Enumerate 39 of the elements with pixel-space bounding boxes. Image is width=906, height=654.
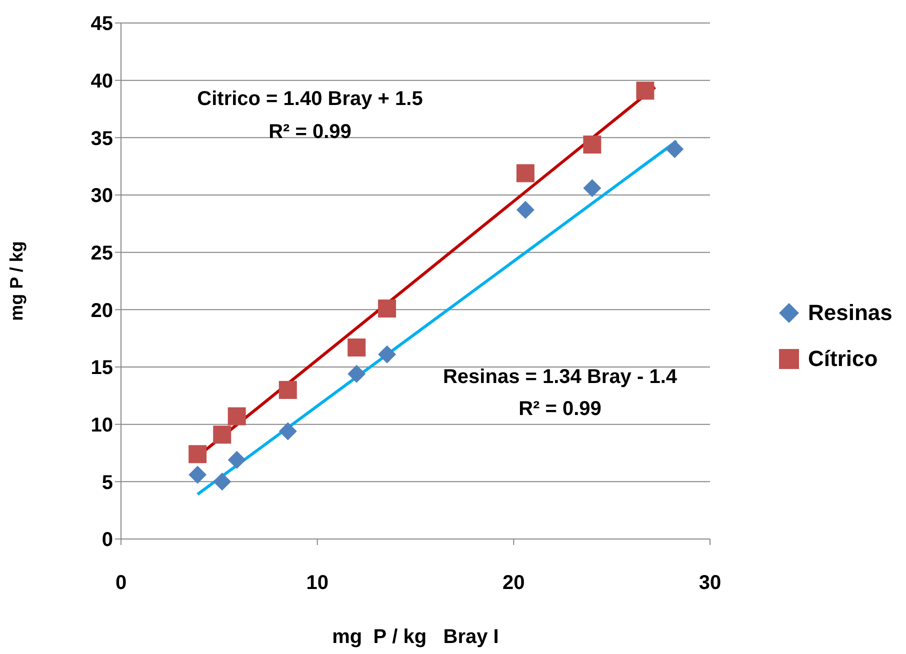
y-tick-label: 45 <box>90 13 113 36</box>
annotation: R² = 0.99 <box>268 121 352 144</box>
y-tick-label: 40 <box>90 70 113 92</box>
point <box>213 472 232 491</box>
point <box>378 300 396 318</box>
point <box>636 82 654 100</box>
point <box>188 466 207 484</box>
x-axis-title: mg P / kg Bray I <box>332 626 499 648</box>
y-tick-label: 0 <box>102 529 113 552</box>
y-tick-label: 5 <box>102 472 113 494</box>
annotation: R² = 0.99 <box>518 398 602 421</box>
annotation: Resinas = 1.34 Bray - 1.4 <box>442 366 678 389</box>
y-tick-label: 35 <box>90 128 113 150</box>
annotation: Citrico = 1.40 Bray + 1.5 <box>197 88 423 111</box>
point <box>666 140 684 158</box>
point <box>583 179 602 198</box>
point <box>213 426 232 444</box>
y-tick-label: 20 <box>90 300 113 322</box>
y-tick-label: 25 <box>90 242 113 264</box>
y-tick-label: 15 <box>90 357 113 380</box>
point <box>278 380 297 399</box>
legend-label: Cítrico <box>808 346 878 372</box>
point <box>348 338 366 357</box>
y-tick-label: 30 <box>90 185 113 208</box>
x-tick-label: 20 <box>502 572 525 594</box>
point <box>583 136 602 154</box>
point <box>516 164 534 182</box>
point <box>278 422 297 440</box>
point <box>348 364 366 383</box>
y-tick-label: 10 <box>90 414 113 436</box>
point <box>228 407 246 426</box>
point <box>516 200 534 219</box>
point <box>228 450 246 469</box>
point <box>378 345 396 364</box>
point <box>188 445 207 464</box>
x-tick-label: 10 <box>306 572 328 594</box>
y-axis-title: mg P / kg <box>6 241 26 321</box>
x-tick-label: 30 <box>698 572 722 594</box>
legend-label: Resinas <box>808 300 892 326</box>
